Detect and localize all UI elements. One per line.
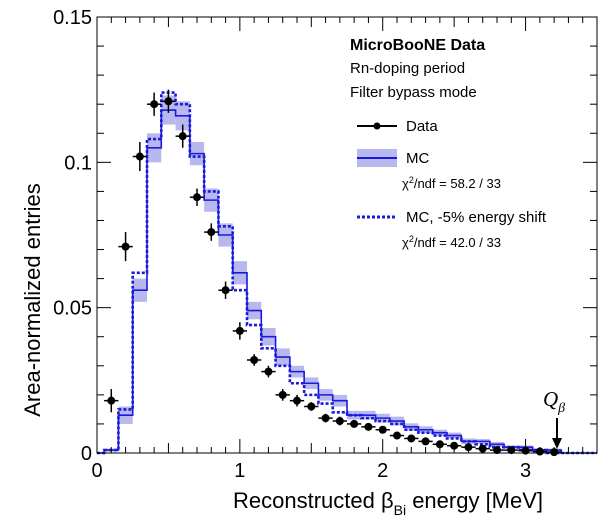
- data-marker: [264, 367, 273, 376]
- data-marker: [164, 97, 173, 106]
- legend-shift-chi2: χ2/ndf = 42.0 / 33: [402, 234, 501, 250]
- data-point: [332, 416, 347, 426]
- data-point: [232, 322, 247, 340]
- legend-data-label: Data: [406, 118, 438, 135]
- data-marker: [278, 390, 287, 399]
- data-point: [218, 281, 233, 299]
- data-marker: [221, 286, 230, 295]
- x-tick-label: 0: [91, 460, 102, 482]
- mc-histogram-layer: [97, 109, 597, 454]
- legend-shift-chi2-symbol: χ: [402, 235, 409, 250]
- legend-header-line2: Rn-doping period: [350, 60, 465, 77]
- data-marker: [207, 228, 216, 237]
- data-point: [432, 440, 447, 449]
- data-point: [347, 419, 362, 428]
- y-tick-label: 0.05: [53, 298, 92, 320]
- legend-mc-chi2-symbol: χ: [402, 176, 409, 191]
- data-marker: [364, 422, 373, 431]
- legend-shift-chi2-text: /ndf = 42.0 / 33: [414, 235, 501, 250]
- data-marker: [250, 355, 259, 364]
- x-tick-label: 2: [377, 460, 388, 482]
- data-point: [289, 394, 305, 407]
- data-point: [118, 232, 133, 262]
- mc-histogram-line: [97, 109, 597, 454]
- legend-data-marker: [373, 122, 381, 130]
- q-beta-arrowhead: [552, 438, 562, 449]
- data-point: [104, 389, 119, 413]
- data-point: [261, 365, 276, 378]
- x-tick-label: 1: [234, 460, 245, 482]
- data-point: [318, 413, 333, 423]
- q-beta-letter: Q: [543, 387, 558, 411]
- legend-mc-chi2-sup: 2: [409, 175, 414, 185]
- x-axis-title-sub: Bi: [394, 502, 406, 518]
- q-beta-annotation: Qβ: [543, 387, 565, 449]
- data-marker: [107, 396, 116, 405]
- data-point: [304, 402, 319, 411]
- mc-shift-histogram-line: [97, 91, 597, 455]
- data-marker: [121, 242, 130, 251]
- data-point: [147, 92, 162, 116]
- svg-text:Reconstructed βBi energy [MeV]: Reconstructed βBi energy [MeV]: [233, 488, 543, 518]
- data-point: [361, 422, 376, 431]
- data-point: [404, 434, 419, 443]
- data-marker: [378, 425, 387, 434]
- data-point: [275, 389, 290, 401]
- axis-ticks: 0 1 2 3 0 0.05 0.1 0.15: [53, 7, 597, 482]
- data-marker: [421, 437, 430, 446]
- data-point: [375, 425, 390, 434]
- mc-shift-histogram-layer: [97, 91, 597, 455]
- x-tick-label: 3: [520, 460, 531, 482]
- y-tick-label: 0.15: [53, 7, 92, 29]
- x-axis-title-main: Reconstructed β: [233, 488, 394, 513]
- q-beta-sub: β: [557, 401, 565, 416]
- x-axis-title-suffix: energy [MeV]: [406, 488, 543, 513]
- plot-frame: [96, 16, 598, 454]
- legend-header-line3: Filter bypass mode: [350, 84, 477, 101]
- q-beta-label: Qβ: [543, 387, 565, 416]
- data-point: [189, 188, 205, 206]
- data-point: [175, 124, 190, 148]
- y-tick-label: 0.1: [64, 152, 92, 174]
- data-marker: [293, 396, 301, 405]
- y-tick-label: 0: [81, 443, 92, 465]
- x-axis-title: Reconstructed βBi energy [MeV]: [233, 488, 543, 518]
- data-marker: [321, 414, 330, 423]
- data-marker: [135, 152, 144, 161]
- legend: MicroBooNE Data Rn-doping period Filter …: [350, 37, 547, 250]
- data-point: [161, 89, 176, 113]
- legend-mc-label: MC: [406, 150, 429, 167]
- data-marker: [178, 132, 187, 141]
- data-marker: [407, 434, 416, 443]
- data-point: [132, 141, 147, 172]
- data-marker: [350, 419, 359, 428]
- legend-header: MicroBooNE Data: [350, 37, 485, 54]
- data-point: [389, 431, 405, 440]
- legend-shift-label: MC, -5% energy shift: [406, 209, 547, 226]
- data-point: [247, 354, 262, 366]
- y-axis-title: Area-normalized entries: [20, 183, 45, 417]
- data-point: [418, 437, 433, 446]
- data-marker: [307, 402, 316, 411]
- data-marker: [150, 100, 159, 109]
- legend-mc-chi2: χ2/ndf = 58.2 / 33: [402, 175, 501, 191]
- data-marker: [235, 326, 244, 335]
- data-marker: [435, 440, 444, 449]
- data-marker: [393, 431, 401, 440]
- data-marker: [335, 417, 344, 426]
- data-point: [204, 223, 219, 241]
- legend-shift-chi2-sup: 2: [409, 234, 414, 244]
- data-marker: [193, 193, 201, 202]
- legend-mc-chi2-text: /ndf = 58.2 / 33: [414, 176, 501, 191]
